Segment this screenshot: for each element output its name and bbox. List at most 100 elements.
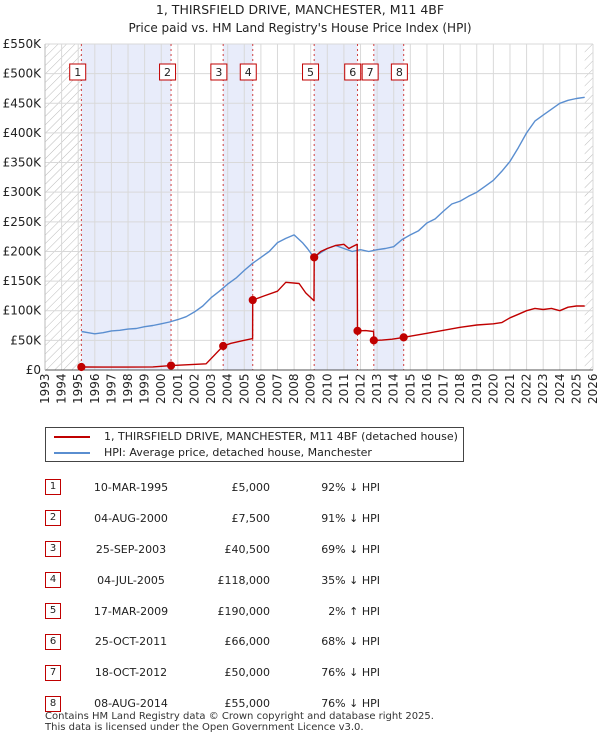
y-tick-label: £0 xyxy=(26,363,41,377)
x-tick-label: 1997 xyxy=(104,373,118,404)
transaction-number: 2 xyxy=(45,503,87,534)
x-tick-label: 2007 xyxy=(270,373,284,404)
transaction-row: 7 18-OCT-2012 £50,000 76% ↓ HPI xyxy=(45,657,380,688)
x-tick-label: 1996 xyxy=(88,373,102,404)
x-tick-label: 1995 xyxy=(71,373,85,404)
y-tick-label: £550K xyxy=(3,37,43,51)
transaction-price: £55,000 xyxy=(224,697,271,711)
transaction-date: 18-OCT-2012 xyxy=(94,666,168,680)
transaction-label-box-3 xyxy=(210,63,228,81)
footer: Contains HM Land Registry data © Crown c… xyxy=(45,711,434,733)
transaction-label-5: 5 xyxy=(307,66,314,79)
x-tick-label: 1998 xyxy=(121,373,135,404)
transaction-number-badge: 4 xyxy=(45,572,61,589)
legend-item-property: 1, THIRSFIELD DRIVE, MANCHESTER, M11 4BF… xyxy=(54,429,458,445)
x-tick-label: 2009 xyxy=(304,373,318,404)
transaction-row: 4 04-JUL-2005 £118,000 35% ↓ HPI xyxy=(45,565,380,596)
hatched-range-2 xyxy=(584,44,593,370)
footer-copyright: Contains HM Land Registry data © Crown c… xyxy=(45,711,434,722)
x-tick-label: 2004 xyxy=(221,373,235,404)
transaction-number-badge: 2 xyxy=(45,510,61,527)
y-tick-label: £250K xyxy=(3,215,43,229)
transaction-label-box-4 xyxy=(239,63,257,81)
transaction-label-box-5 xyxy=(302,63,320,81)
transaction-price: £7,500 xyxy=(231,511,271,525)
y-tick-label: £300K xyxy=(3,185,43,199)
x-tick-label: 2019 xyxy=(470,373,484,404)
x-tick-label: 2012 xyxy=(354,373,368,404)
transaction-number: 8 xyxy=(45,688,87,719)
transaction-number: 7 xyxy=(45,657,87,688)
transaction-date: 04-AUG-2000 xyxy=(94,511,168,525)
transaction-label-box-1 xyxy=(69,63,87,81)
transaction-price: £40,500 xyxy=(224,542,271,556)
transaction-label-4: 4 xyxy=(245,66,252,79)
chart-subtitle: Price paid vs. HM Land Registry's House … xyxy=(128,21,471,35)
y-tick-label: £350K xyxy=(3,156,43,170)
hatched-range-1 xyxy=(45,44,82,370)
shaded-range-3 xyxy=(314,44,358,370)
transaction-number-badge: 1 xyxy=(45,479,61,496)
y-tick-label: £200K xyxy=(3,244,43,258)
sale-point-5 xyxy=(310,253,319,262)
transaction-price: £66,000 xyxy=(224,635,271,649)
transaction-number: 1 xyxy=(45,472,87,503)
property-line-swatch xyxy=(54,436,90,438)
transaction-number: 4 xyxy=(45,565,87,596)
x-tick-label: 2025 xyxy=(569,373,583,404)
transaction-price: £118,000 xyxy=(217,573,271,587)
transaction-row: 5 17-MAR-2009 £190,000 2% ↑ HPI xyxy=(45,596,380,627)
transaction-number: 6 xyxy=(45,626,87,657)
legend-item-hpi: HPI: Average price, detached house, Manc… xyxy=(54,445,372,461)
x-tick-label: 2006 xyxy=(254,373,268,404)
transaction-row: 6 25-OCT-2011 £66,000 68% ↓ HPI xyxy=(45,626,380,657)
transaction-row: 2 04-AUG-2000 £7,500 91% ↓ HPI xyxy=(45,503,380,534)
y-tick-label: £450K xyxy=(3,96,43,110)
x-tick-label: 2018 xyxy=(453,373,467,404)
transaction-number-badge: 7 xyxy=(45,664,61,681)
x-tick-label: 2014 xyxy=(387,373,401,404)
x-tick-label: 2001 xyxy=(171,373,185,404)
property-price-line xyxy=(81,243,585,368)
x-tick-label: 2021 xyxy=(503,373,517,404)
transaction-date: 25-SEP-2003 xyxy=(95,542,167,556)
transaction-label-box-2 xyxy=(159,63,177,81)
y-tick-label: £150K xyxy=(3,274,43,288)
transaction-number-badge: 3 xyxy=(45,541,61,558)
transaction-hpi-diff: 91% ↓ HPI xyxy=(321,511,380,525)
transaction-price: £50,000 xyxy=(224,666,271,680)
transaction-label-7: 7 xyxy=(367,66,374,79)
x-tick-label: 2011 xyxy=(337,373,351,404)
transaction-number: 3 xyxy=(45,534,87,565)
transaction-label-3: 3 xyxy=(215,66,222,79)
sale-point-4 xyxy=(248,295,257,305)
transaction-date: 17-MAR-2009 xyxy=(93,604,169,618)
x-tick-label: 2015 xyxy=(403,373,417,404)
transaction-hpi-diff: 92% ↓ HPI xyxy=(321,480,380,494)
transaction-date: 25-OCT-2011 xyxy=(94,635,168,649)
legend-property-label: 1, THIRSFIELD DRIVE, MANCHESTER, M11 4BF… xyxy=(104,430,458,443)
transaction-hpi-diff: 69% ↓ HPI xyxy=(321,542,380,556)
transaction-label-6: 6 xyxy=(349,66,356,79)
transaction-label-box-8 xyxy=(390,63,408,81)
sale-point-1 xyxy=(77,362,86,372)
x-tick-label: 1993 xyxy=(38,373,52,404)
x-tick-label: 2003 xyxy=(204,373,218,404)
sale-point-6 xyxy=(353,326,362,335)
transaction-date: 04-JUL-2005 xyxy=(97,573,165,587)
transaction-number-badge: 5 xyxy=(45,603,61,619)
transaction-label-2: 2 xyxy=(164,66,171,79)
sale-point-3 xyxy=(219,341,228,351)
transaction-hpi-diff: 68% ↓ HPI xyxy=(321,635,380,649)
transaction-label-box-6 xyxy=(344,63,362,81)
transaction-hpi-diff: 76% ↓ HPI xyxy=(321,666,380,680)
x-tick-label: 2022 xyxy=(520,373,534,404)
transaction-price: £190,000 xyxy=(217,604,271,618)
x-tick-label: 2024 xyxy=(553,373,567,404)
y-tick-label: £500K xyxy=(3,67,43,81)
transaction-row: 8 08-AUG-2014 £55,000 76% ↓ HPI xyxy=(45,688,380,719)
legend-hpi-label: HPI: Average price, detached house, Manc… xyxy=(104,446,372,459)
x-tick-label: 2002 xyxy=(187,373,201,404)
chart-legend: 1, THIRSFIELD DRIVE, MANCHESTER, M11 4BF… xyxy=(45,427,464,462)
chart-title: 1, THIRSFIELD DRIVE, MANCHESTER, M11 4BF xyxy=(156,2,444,17)
